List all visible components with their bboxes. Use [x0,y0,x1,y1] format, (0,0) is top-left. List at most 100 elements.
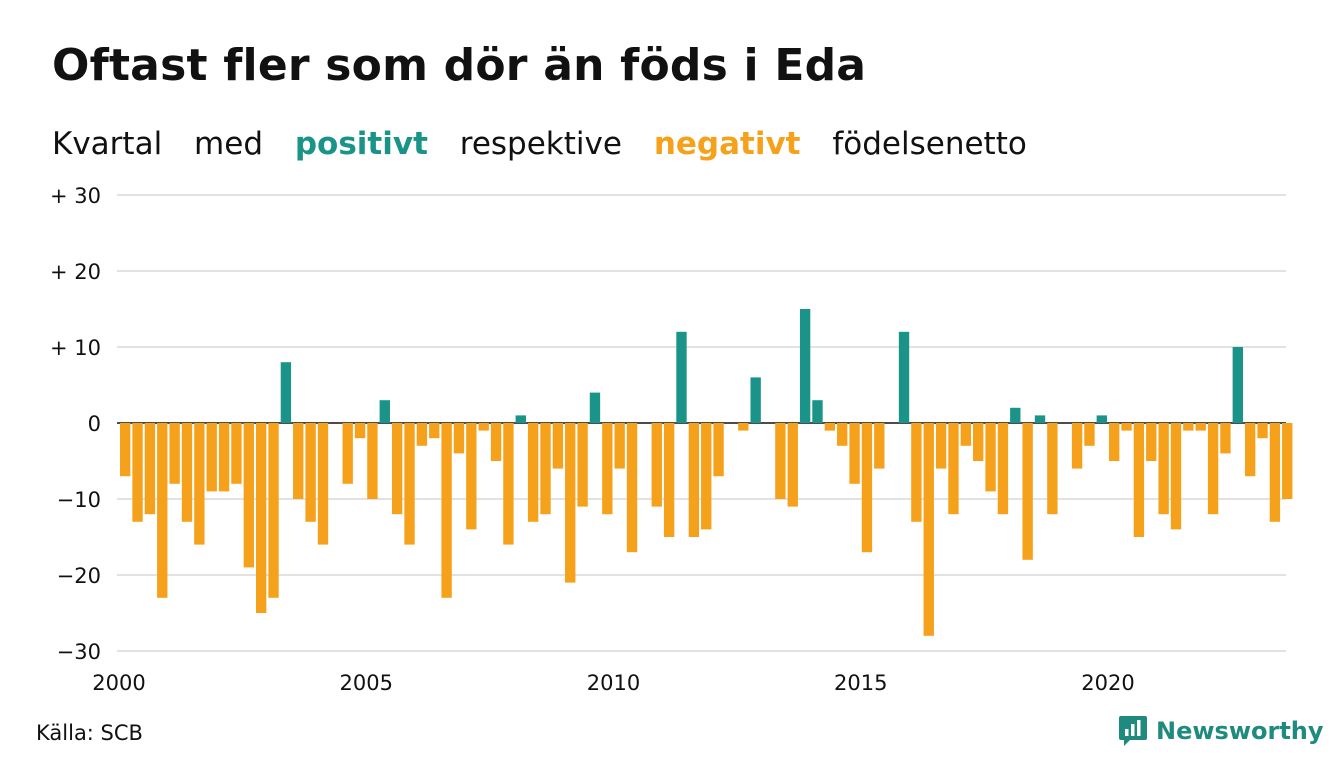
bar [132,423,143,522]
bar [898,331,910,423]
chart-subtitle: Kvartal med positivt respektive negativt… [52,126,1049,162]
y-tick-label: + 20 [50,260,101,284]
bar [404,423,415,545]
bar [441,423,452,598]
bar [379,400,390,423]
x-tick-label: 2020 [1081,671,1134,695]
bar [231,423,242,484]
chart-title: Oftast fler som dör än föds i Eda [52,40,867,91]
bar [429,423,440,439]
bar [948,423,959,515]
bar [515,415,526,423]
bar [1269,423,1281,522]
bar [565,423,576,583]
bar [206,423,217,492]
bar [935,423,947,469]
bar [1282,423,1293,499]
bar [663,423,675,537]
bar [416,423,428,446]
bar [1232,347,1243,423]
bar [503,423,514,545]
bar [1109,423,1120,461]
x-axis-ticks: 2000 2005 2010 2015 2020 [92,671,1134,695]
bar [688,423,700,537]
bar [490,423,502,461]
bar [1010,407,1021,423]
bar [577,423,588,507]
bar [1170,423,1182,530]
bar [1146,423,1157,461]
x-tick-label: 2015 [834,671,887,695]
y-tick-label: + 10 [50,336,101,360]
bar [293,423,304,499]
bar [676,331,687,423]
bar [651,423,662,507]
bar [589,392,601,423]
bar [342,423,353,484]
bar [255,423,267,613]
newsworthy-logo: Newsworthy [1118,714,1324,748]
subtitle-fodelsenetto: födelsenetto [832,126,1027,162]
bar [874,423,885,469]
subtitle-positive-label: positivt [294,126,428,162]
bar [181,423,193,522]
bar [812,400,823,423]
brand-name: Newsworthy [1156,717,1324,745]
bars [120,309,1293,636]
bar [1121,423,1132,431]
bar [738,423,749,431]
x-tick-label: 2005 [340,671,393,695]
bar [305,423,316,522]
subtitle-kvartal: Kvartal [52,126,163,162]
bar [157,423,168,598]
bar [701,423,712,530]
bar [1195,423,1206,431]
bar [837,423,848,446]
bar [997,423,1009,515]
bar [1084,423,1095,446]
y-tick-label: −10 [57,488,101,512]
bar [911,423,922,522]
bar [1257,423,1268,439]
bar [824,423,836,431]
bar [243,423,254,568]
bar-chart: + 30+ 20+ 100−10−20−30 2000 2005 2010 2015 2… [50,184,1293,695]
bar [1158,423,1169,515]
x-tick-label: 2000 [92,671,145,695]
newsworthy-logo-icon [1119,716,1147,746]
bar [1244,423,1256,477]
subtitle-respektive: respektive [459,126,622,162]
bar [453,423,465,454]
bar [354,423,366,439]
bar [626,423,638,553]
y-tick-label: + 30 [50,184,101,208]
bar [775,423,786,499]
bar [268,423,279,598]
bar [194,423,205,545]
bar [960,423,972,446]
bar [120,423,131,477]
bar [1047,423,1058,515]
bar [861,423,873,553]
y-tick-label: −30 [57,640,101,664]
bar [280,362,292,423]
bar [527,423,539,522]
y-axis-ticks: + 30 + 20 + 10 0 −10 −20 −30 [50,184,101,664]
source-note: Källa: SCB [36,721,143,745]
x-tick-label: 2010 [587,671,640,695]
bar [614,423,625,469]
bar [787,423,798,507]
bar [923,423,934,636]
bar [1034,415,1046,423]
bar [391,423,403,515]
bar [713,423,724,477]
bar [466,423,477,530]
bar [849,423,860,484]
bar [602,423,613,515]
bar [478,423,489,431]
bar [973,423,984,461]
bar [1096,415,1107,423]
bar [367,423,378,499]
bar [1071,423,1083,469]
bar [1220,423,1231,454]
